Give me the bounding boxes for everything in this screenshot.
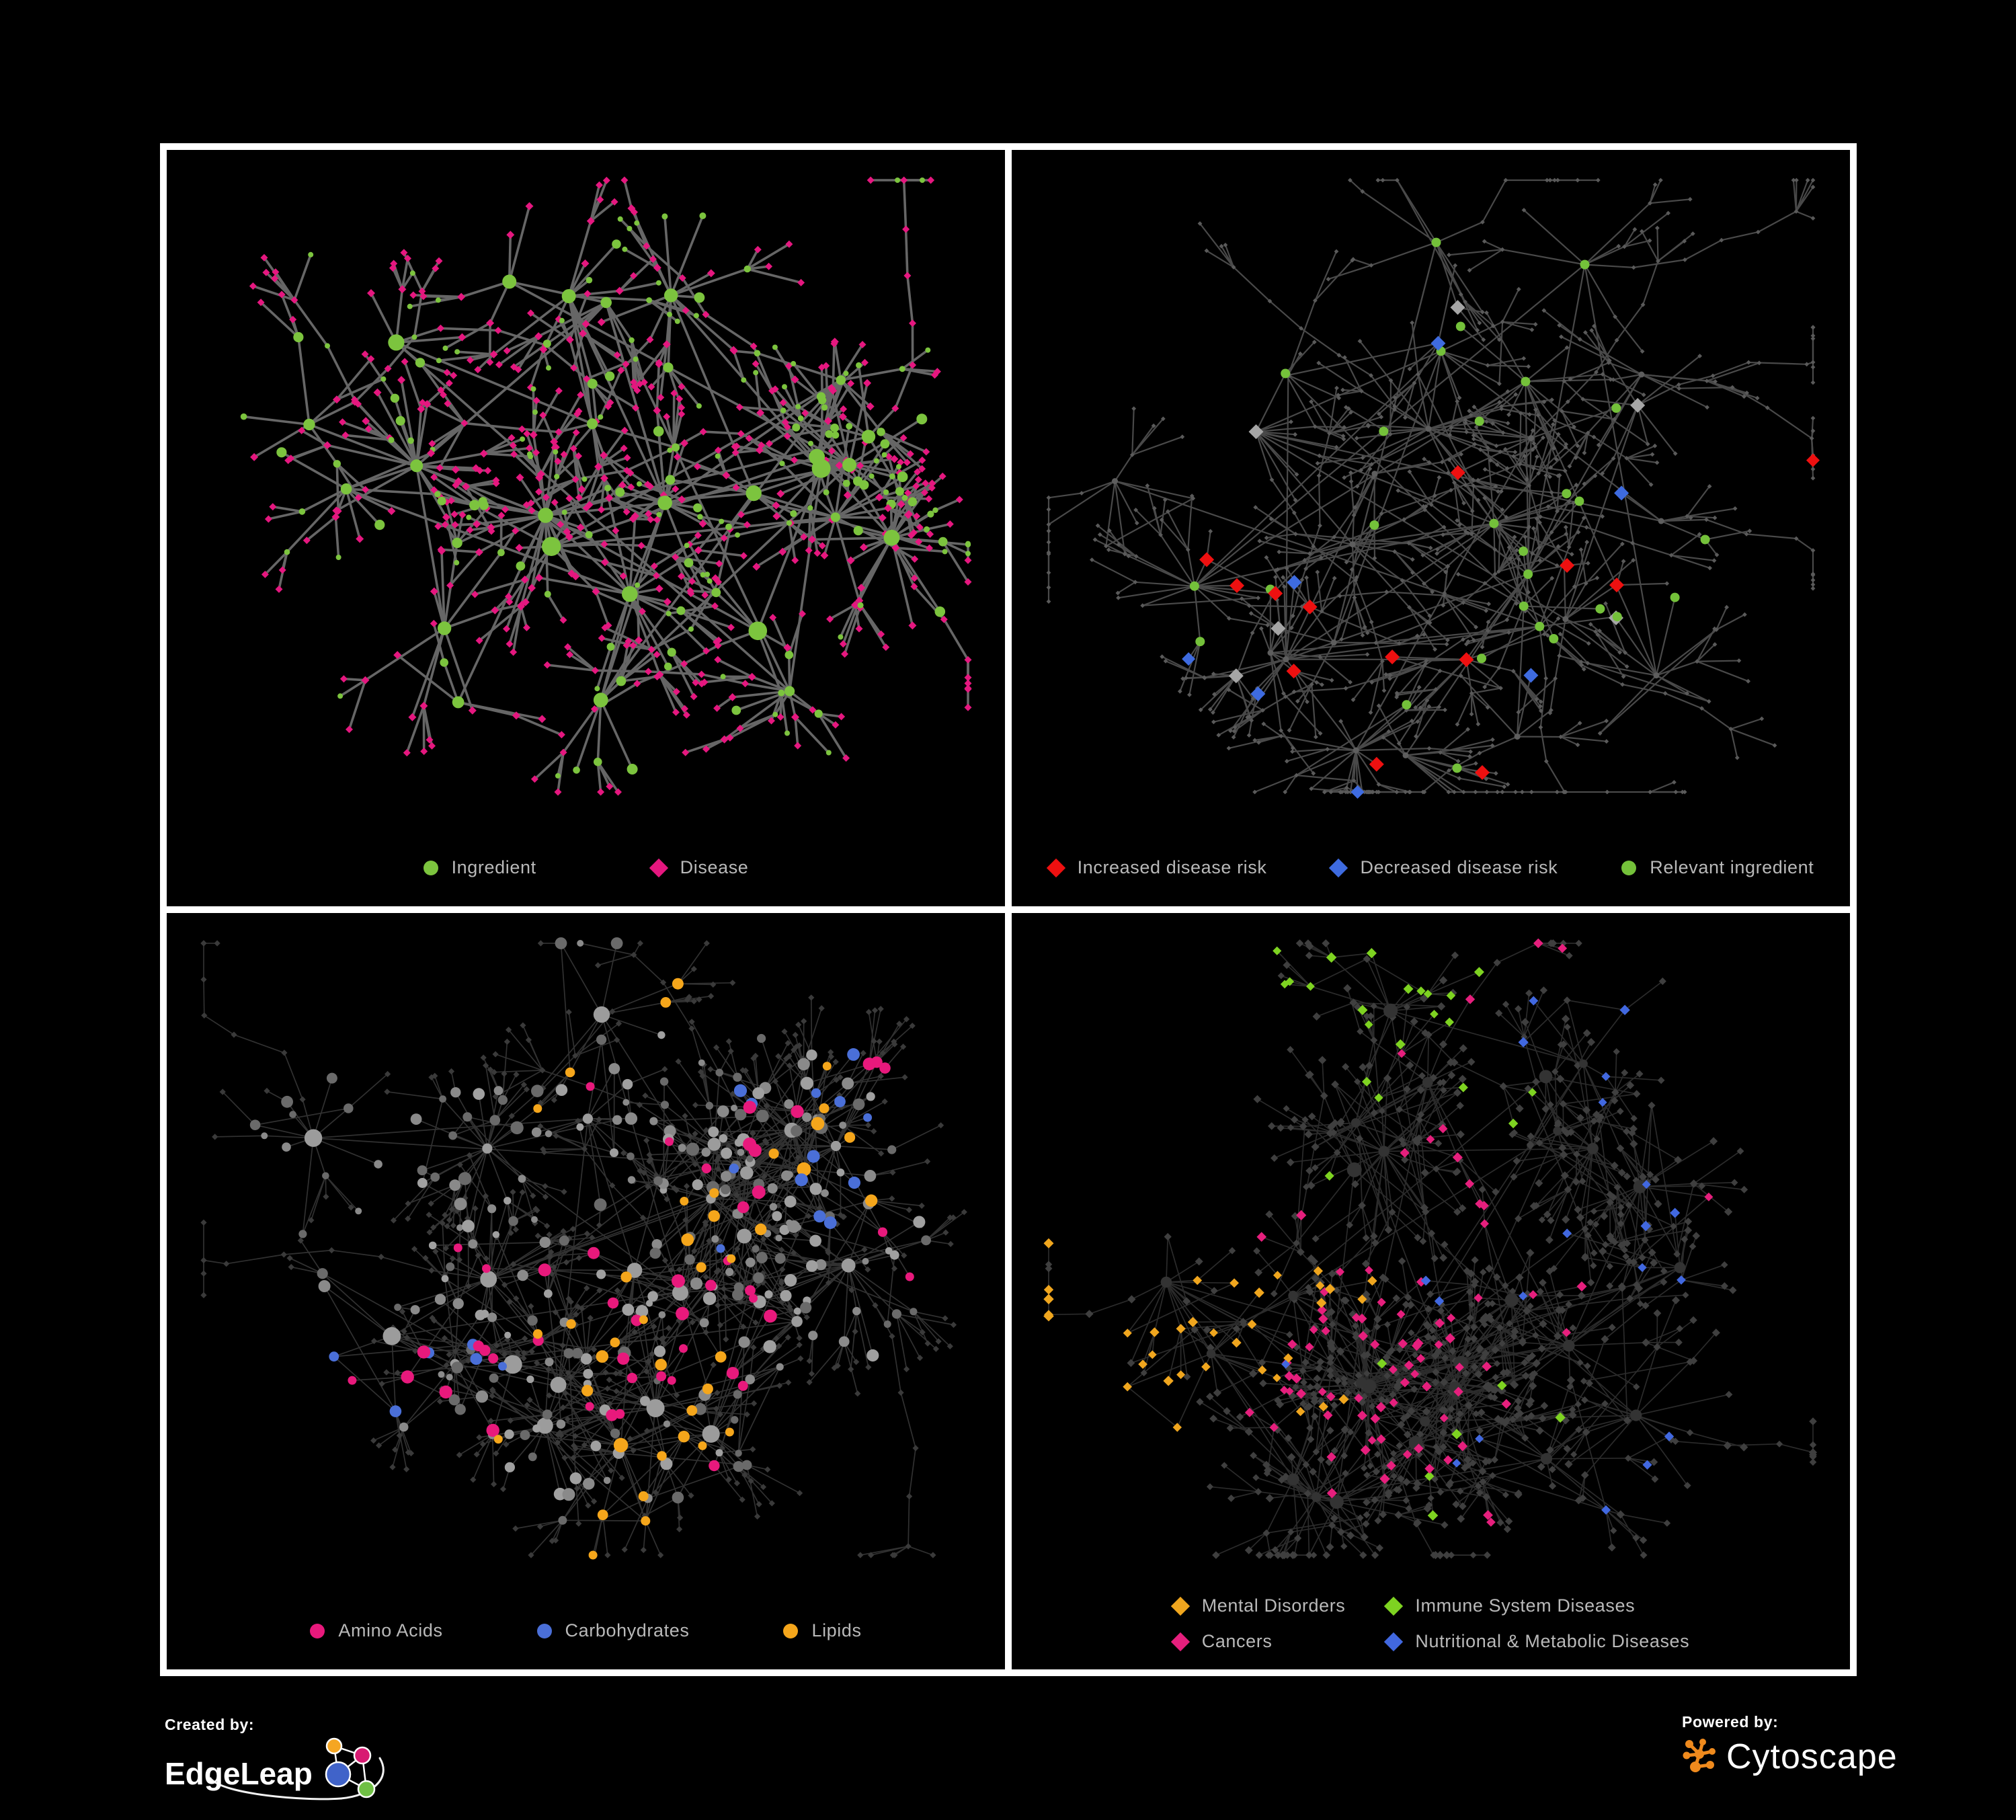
legend-item: Carbohydrates [536,1620,690,1641]
legend-item: Ingredient [423,857,536,878]
legend-item: Lipids [783,1620,861,1641]
cytoscape-credit: Powered by: Cytoscape [1682,1713,1898,1776]
cytoscape-wordmark: Cytoscape [1726,1737,1898,1776]
legend-item: Decreased disease risk [1329,857,1558,878]
legend-swatch-diamond [1384,1596,1404,1616]
created-by-label: Created by: [165,1716,255,1733]
legend-item: Relevant ingredient [1621,857,1814,878]
legend-item: Immune System Diseases [1384,1595,1689,1616]
legend-label: Disease [680,857,749,877]
legend-item: Amino Acids [310,1620,442,1641]
legend-swatch-circle [423,860,438,875]
legend-label: Increased disease risk [1077,857,1267,877]
legend-ingredient-disease: Ingredient Disease [167,857,1005,878]
legend-item: Cancers [1170,1631,1346,1652]
legend-swatch-circle [1621,860,1637,875]
panel-disease-class: Mental Disorders Immune System Diseases Ca… [1012,913,1850,1669]
legend-item: Increased disease risk [1046,857,1267,878]
nutrient-class-network-graph [200,937,967,1560]
legend-label: Nutritional & Metabolic Diseases [1415,1631,1690,1651]
edgeleap-logo: EdgeLeap [165,1734,391,1804]
cytoscape-icon [1683,1739,1716,1772]
legend-swatch-diamond [1170,1632,1190,1651]
powered-by-label: Powered by: [1682,1713,1779,1731]
panel-ingredient-disease: Ingredient Disease [167,150,1005,906]
panel-grid: Ingredient Disease Increased disease risk… [160,143,1857,1676]
disease-class-network-graph [1043,938,1817,1560]
panel-disease-risk: Increased disease risk Decreased disease … [1012,150,1850,906]
legend-disease-risk: Increased disease risk Decreased disease … [1012,857,1850,878]
legend-swatch-diamond [1170,1596,1190,1616]
legend-label: Decreased disease risk [1360,857,1558,877]
legend-swatch-circle [310,1623,325,1638]
legend-label: Mental Disorders [1201,1595,1346,1616]
legend-label: Carbohydrates [565,1620,690,1640]
legend-disease-class: Mental Disorders Immune System Diseases Ca… [1012,1595,1850,1652]
disease-risk-network-graph [1046,177,1820,799]
legend-label: Cancers [1201,1631,1273,1651]
legend-item: Mental Disorders [1170,1595,1346,1616]
legend-swatch-circle [536,1623,552,1638]
legend-swatch-diamond [1384,1632,1404,1651]
edgeleap-wordmark: EdgeLeap [165,1756,313,1791]
cytoscape-logo: Cytoscape [1682,1738,1898,1776]
edgeleap-credit: Created by: EdgeLeap [165,1716,391,1804]
legend-swatch-diamond [1046,858,1065,877]
legend-nutrient-class: Amino Acids Carbohydrates Lipids [167,1620,1005,1641]
legend-label: Relevant ingredient [1650,857,1814,877]
legend-label: Lipids [811,1620,862,1640]
legend-item: Disease [649,857,749,878]
legend-label: Immune System Diseases [1415,1595,1636,1616]
legend-label: Amino Acids [338,1620,443,1640]
panel-nutrient-class: Amino Acids Carbohydrates Lipids [167,913,1005,1669]
edgeleap-network-icon [209,1737,385,1801]
ingredient-disease-network-graph [240,176,972,796]
legend-swatch-circle [783,1623,799,1638]
legend-item: Nutritional & Metabolic Diseases [1384,1631,1690,1652]
legend-label: Ingredient [451,857,536,877]
legend-swatch-diamond [649,858,668,877]
legend-swatch-diamond [1329,858,1348,877]
